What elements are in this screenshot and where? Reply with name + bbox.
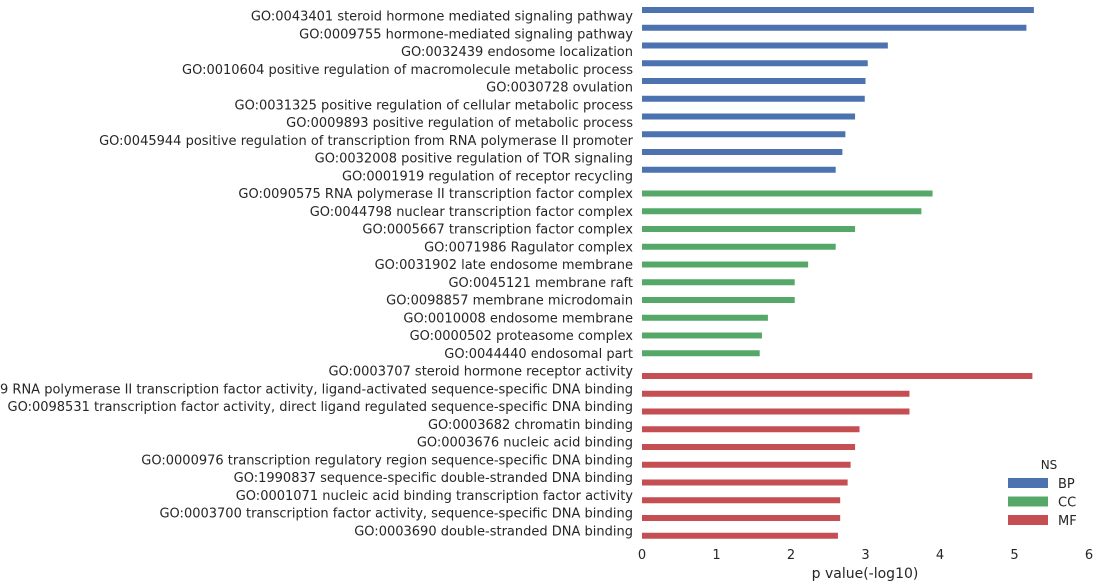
- bar-mf: [642, 390, 910, 397]
- bar-cc: [642, 261, 809, 268]
- bar-mf: [642, 497, 841, 504]
- category-label: GO:0044440 endosomal part: [444, 347, 633, 362]
- bar-bp: [642, 78, 866, 84]
- x-tick-label: 6: [1085, 548, 1093, 563]
- bar-cc: [642, 279, 795, 286]
- bar-mf: [642, 373, 1033, 379]
- legend-swatch-mf: [1008, 515, 1048, 525]
- category-label: GO:0010604 positive regulation of macrom…: [182, 63, 633, 78]
- category-label: GO:0000976 transcription regulatory regi…: [141, 453, 633, 468]
- category-label: GO:0030728 ovulation: [486, 81, 633, 96]
- bar-mf: [642, 479, 848, 486]
- bar-mf: [642, 515, 841, 521]
- x-tick-label: 1: [712, 548, 720, 563]
- x-tick-label: 4: [936, 548, 944, 563]
- category-label: GO:0045121 membrane raft: [448, 276, 633, 291]
- category-label: GO:0010008 endosome membrane: [403, 311, 633, 326]
- category-labels: GO:0043401 steroid hormone mediated sign…: [0, 10, 634, 540]
- category-label: GO:0032008 positive regulation of TOR si…: [315, 152, 633, 167]
- bar-mf: [642, 461, 851, 468]
- category-label: GO:0031902 late endosome membrane: [375, 258, 633, 273]
- bar-bp: [642, 24, 1027, 31]
- x-tick-label: 0: [638, 548, 646, 563]
- bar-cc: [642, 208, 922, 215]
- legend: NS BP CC MF: [1008, 458, 1077, 529]
- legend-label-mf: MF: [1058, 514, 1077, 529]
- category-label: GO:0003676 nucleic acid binding: [417, 436, 633, 451]
- category-label: GO:1990837 sequence-specific double-stra…: [234, 471, 633, 486]
- bar-bp: [642, 42, 888, 49]
- x-axis-title: p value(-log10): [812, 566, 919, 582]
- bar-bp: [642, 166, 836, 173]
- category-label: GO:0032439 endosome localization: [401, 45, 633, 60]
- category-label: GO:0009893 positive regulation of metabo…: [286, 116, 633, 131]
- bar-cc: [642, 243, 836, 250]
- bar-cc: [642, 332, 762, 339]
- bars-group: [642, 7, 1034, 539]
- category-label: GO:0098857 membrane microdomain: [386, 294, 633, 309]
- category-label: GO:0098531 transcription factor activity…: [8, 400, 633, 415]
- category-label: GO:0003707 steroid hormone receptor acti…: [328, 365, 633, 380]
- category-label: GO:0044798 nuclear transcription factor …: [310, 205, 634, 220]
- bar-bp: [642, 131, 846, 138]
- category-label: GO:0000502 proteasome complex: [410, 329, 634, 344]
- category-label: GO:0001071 nucleic acid binding transcri…: [236, 489, 634, 504]
- bar-bp: [642, 95, 865, 102]
- legend-label-cc: CC: [1058, 496, 1076, 511]
- legend-title: NS: [1041, 458, 1058, 472]
- bar-mf: [642, 444, 856, 450]
- category-label: GO:0001919 regulation of receptor recycl…: [342, 169, 633, 184]
- category-label: GO:0003700 transcription factor activity…: [159, 507, 633, 522]
- bar-bp: [642, 60, 868, 67]
- category-label: GO:0004879 RNA polymerase II transcripti…: [0, 382, 633, 397]
- bar-cc: [642, 190, 933, 197]
- x-tick-label: 2: [787, 548, 795, 563]
- bar-cc: [642, 297, 795, 303]
- category-label: GO:0090575 RNA polymerase II transcripti…: [238, 187, 633, 202]
- bar-cc: [642, 226, 856, 232]
- category-label: GO:0071986 Ragulator complex: [424, 240, 633, 255]
- category-label: GO:0031325 positive regulation of cellul…: [235, 98, 634, 113]
- legend-swatch-bp: [1008, 478, 1048, 488]
- x-tick-label: 3: [861, 548, 869, 563]
- category-label: GO:0045944 positive regulation of transc…: [99, 134, 634, 149]
- x-tick-label: 5: [1010, 548, 1018, 563]
- x-axis-ticks: 0 1 2 3 4 5 6: [638, 548, 1093, 563]
- bar-bp: [642, 7, 1034, 13]
- bar-mf: [642, 408, 910, 415]
- legend-swatch-cc: [1008, 496, 1048, 507]
- category-label: GO:0005667 transcription factor complex: [362, 223, 633, 238]
- category-label: GO:0043401 steroid hormone mediated sign…: [251, 10, 633, 25]
- bar-cc: [642, 314, 768, 321]
- bar-mf: [642, 426, 860, 433]
- category-label: GO:0003682 chromatin binding: [428, 418, 633, 433]
- bar-cc: [642, 350, 760, 357]
- category-label: GO:0003690 double-stranded DNA binding: [354, 524, 633, 539]
- category-label: GO:0009755 hormone-mediated signaling pa…: [299, 27, 633, 42]
- bar-mf: [642, 532, 838, 539]
- legend-label-bp: BP: [1058, 477, 1075, 492]
- bar-bp: [642, 113, 856, 120]
- bar-bp: [642, 149, 843, 155]
